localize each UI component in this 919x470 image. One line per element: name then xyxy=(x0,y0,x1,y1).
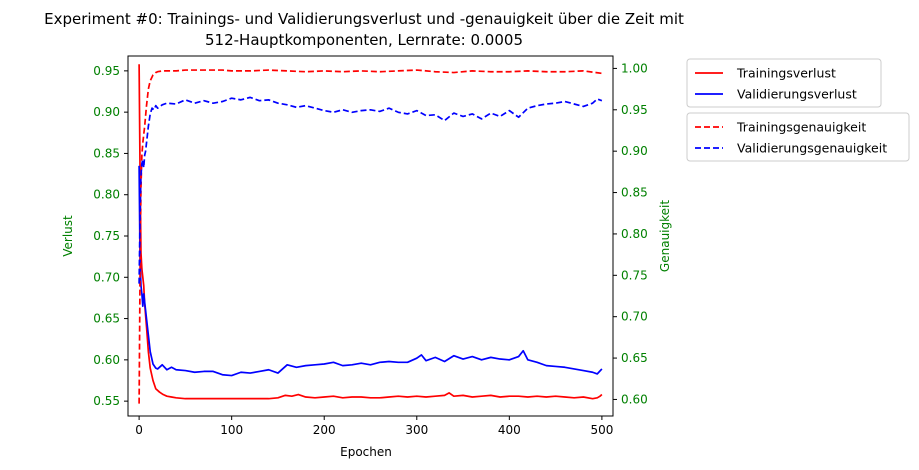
series-line-validierungsgenauigkeit xyxy=(138,96,603,284)
legend-label-trainingsgenauigkeit: Trainingsgenauigkeit xyxy=(736,120,866,135)
x-tick-label: 0 xyxy=(135,423,143,437)
y-axis-label-right: Genauigkeit xyxy=(658,200,672,272)
series-layer xyxy=(138,64,603,404)
y-right-tick-label: 0.95 xyxy=(621,103,648,117)
y-axis-label-left: Verlust xyxy=(61,215,75,257)
x-axis: 0 100 200 300 400 500 xyxy=(135,416,613,437)
y-left-tick-label: 0.75 xyxy=(93,229,120,243)
series-line-trainingsgenauigkeit xyxy=(138,69,603,404)
x-tick-label: 500 xyxy=(590,423,613,437)
legend-label-validierungsverlust: Validierungsverlust xyxy=(737,87,857,102)
y-left-tick-label: 0.95 xyxy=(93,64,120,78)
y-right-tick-label: 0.85 xyxy=(621,186,648,200)
y-left-tick-label: 0.90 xyxy=(93,105,120,119)
y-right-tick-label: 0.90 xyxy=(621,144,648,158)
series-line-validierungsverlust xyxy=(138,165,603,377)
y-left-tick-label: 0.60 xyxy=(93,353,120,367)
y-left-tick-label: 0.85 xyxy=(93,146,120,160)
y-axis-left: 0.55 0.60 0.65 0.70 0.75 0.80 0.85 0.90 0.95 xyxy=(93,64,128,408)
chart-title-line-1: Experiment #0: Trainings- und Validierun… xyxy=(44,10,684,28)
legend-label-trainingsverlust: Trainingsverlust xyxy=(736,66,836,81)
legend-accuracy: Trainingsgenauigkeit Validierungsgenauig… xyxy=(686,112,910,162)
y-axis-right: 0.60 0.65 0.70 0.75 0.80 0.85 0.90 0.95 1.00 xyxy=(613,61,648,406)
y-left-tick-label: 0.70 xyxy=(93,270,120,284)
legend-label-validierungsgenauigkeit: Validierungsgenauigkeit xyxy=(737,141,887,156)
x-axis-label: Epochen xyxy=(340,445,392,459)
y-left-tick-label: 0.65 xyxy=(93,312,120,326)
legend-loss: Trainingsverlust Validierungsverlust xyxy=(686,58,882,108)
y-left-tick-label: 0.55 xyxy=(93,394,120,408)
y-right-tick-label: 0.70 xyxy=(621,310,648,324)
x-tick-label: 100 xyxy=(220,423,243,437)
x-tick-label: 400 xyxy=(498,423,521,437)
y-left-tick-label: 0.80 xyxy=(93,188,120,202)
y-right-tick-label: 0.80 xyxy=(621,227,648,241)
y-right-tick-label: 0.60 xyxy=(621,392,648,406)
chart-title-line-2: 512-Hauptkomponenten, Lernrate: 0.0005 xyxy=(205,31,523,49)
series-line-trainingsverlust xyxy=(138,64,603,400)
x-tick-label: 200 xyxy=(313,423,336,437)
x-tick-label: 300 xyxy=(405,423,428,437)
y-right-tick-label: 0.75 xyxy=(621,268,648,282)
y-right-tick-label: 1.00 xyxy=(621,61,648,75)
y-right-tick-label: 0.65 xyxy=(621,351,648,365)
